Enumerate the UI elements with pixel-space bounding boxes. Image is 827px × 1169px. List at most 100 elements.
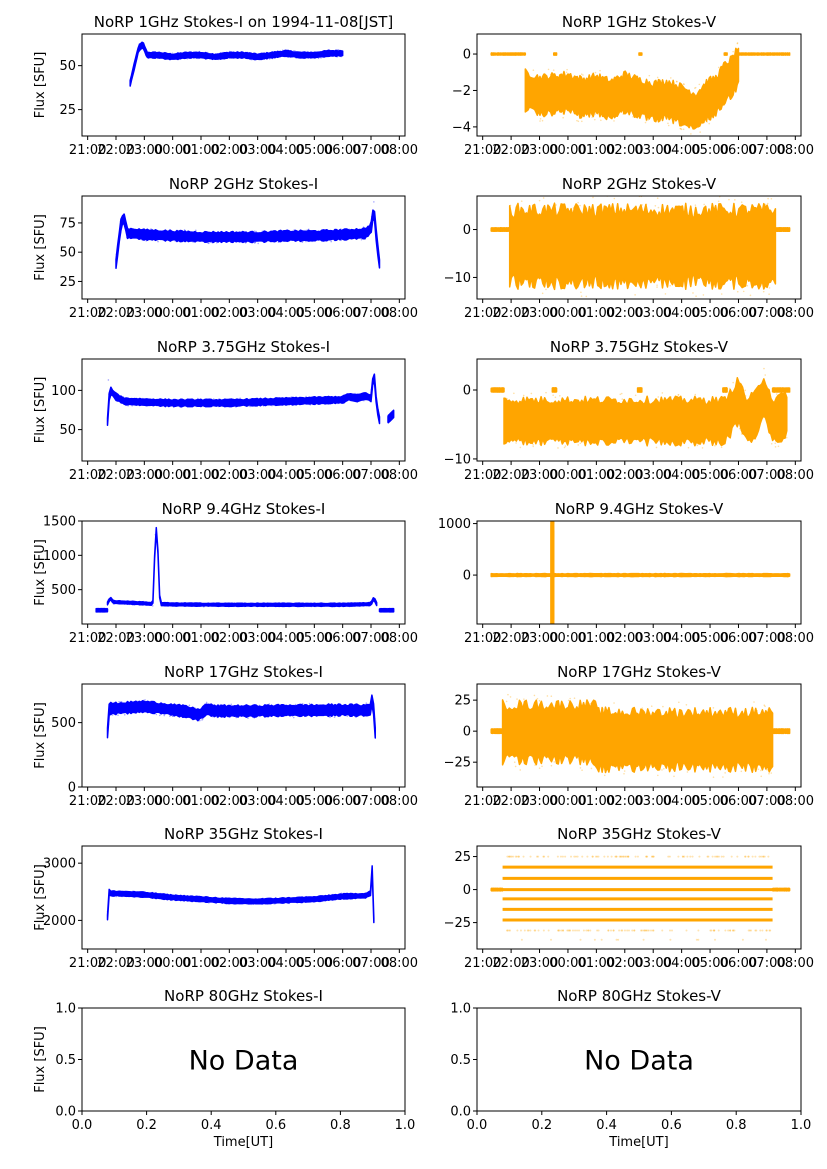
data-point-level <box>618 855 621 858</box>
x-tick-label: 08:00 <box>381 143 418 158</box>
data-point-outlier <box>562 116 564 119</box>
data-point-level <box>631 929 634 932</box>
data-point-outlier <box>533 694 536 697</box>
data-point-outlier <box>777 445 780 448</box>
data-point-outlier <box>647 119 649 121</box>
subplot-17ghz-i: NoRP 17GHz Stokes-I Flux [SFU] 0 500 21:0022… <box>33 663 418 809</box>
data-point-outlier <box>542 197 545 199</box>
data-point-outlier <box>163 714 166 717</box>
subplot-3.75ghz-i: NoRP 3.75GHz Stokes-I Flux [SFU] 50 100 21:0… <box>33 338 418 483</box>
data-point-outlier <box>580 73 583 75</box>
data-point-outlier <box>123 213 125 215</box>
data-point-outlier <box>244 602 247 605</box>
data-point-outlier <box>677 394 680 396</box>
data-point-outlier <box>696 444 699 447</box>
data-point-outlier <box>539 118 542 120</box>
data-point-outlier <box>301 602 304 604</box>
data-point-level <box>627 929 630 932</box>
x-tick-label: 0.4 <box>201 1118 222 1133</box>
data-point-outlier <box>682 83 685 85</box>
data-point-outlier <box>589 702 592 705</box>
x-tick-label: 06:00 <box>324 306 361 321</box>
data-point-outlier <box>567 442 570 445</box>
x-tick-label: 04:00 <box>267 631 304 646</box>
data-point-outlier <box>243 602 246 604</box>
data-point-outlier <box>532 445 535 448</box>
data-point-outlier <box>258 704 261 707</box>
data-point-level <box>717 855 720 858</box>
data-point-outlier <box>712 776 715 779</box>
y-tick-label: 0 <box>463 48 471 63</box>
data-point-outlier <box>505 700 508 703</box>
data-point-outlier <box>332 893 334 896</box>
data-point-outlier <box>522 394 525 397</box>
data-point-outlier <box>740 770 743 773</box>
data-point-level <box>729 929 732 932</box>
x-tick-label: 03:00 <box>634 956 671 971</box>
y-tick-label: 100 <box>51 384 76 399</box>
x-tick-label: 06:00 <box>324 468 361 483</box>
data-point-outlier <box>218 398 220 400</box>
y-tick-label: 25 <box>454 694 471 709</box>
data-point-outlier <box>174 899 176 901</box>
data-point-outlier <box>150 700 153 702</box>
x-tick-label: 01:00 <box>182 956 219 971</box>
subplot-2ghz-v: NoRP 2GHz Stokes-V −10 0 21:0022:0023:0000:… <box>444 175 814 321</box>
x-tick-label: 22:00 <box>492 143 529 158</box>
data-point-level <box>713 929 716 932</box>
data-point-level <box>634 855 637 858</box>
data-point-outlier <box>523 698 525 700</box>
data-point-outlier <box>579 767 582 769</box>
x-tick-label: 23:00 <box>521 956 558 971</box>
data-point-outlier <box>133 397 136 400</box>
data-point-outlier <box>728 387 731 390</box>
data-point-outlier <box>120 701 123 703</box>
data-point-outlier <box>620 392 623 395</box>
data-point-level <box>724 929 727 932</box>
data-point-outlier <box>722 776 724 778</box>
data-point-outlier <box>168 228 171 231</box>
data-point-outlier <box>215 241 218 244</box>
data-point-level <box>621 929 624 932</box>
data-point-outlier <box>655 446 658 449</box>
data-point-outlier <box>551 511 553 513</box>
data-point-outlier <box>111 895 114 897</box>
data-point-outlier <box>230 51 233 53</box>
x-tick-label: 23:00 <box>521 468 558 483</box>
data-point-level <box>713 929 716 932</box>
data-point-outlier <box>133 604 136 606</box>
data-point-outlier <box>680 128 683 131</box>
x-tick-label: 01:00 <box>182 306 219 321</box>
axes-frame <box>81 358 406 462</box>
x-tick-label: 03:00 <box>634 306 671 321</box>
data-point-level <box>542 855 545 858</box>
data-point-outlier <box>667 122 669 125</box>
x-tick-label: 07:00 <box>748 956 785 971</box>
data-point-level <box>761 929 764 932</box>
data-point-outlier <box>552 509 554 511</box>
x-tick-label: 00:00 <box>154 794 191 809</box>
x-tick-label: 07:00 <box>748 631 785 646</box>
data-point-outlier <box>137 700 139 703</box>
x-tick-label: 02:00 <box>606 956 643 971</box>
data-point-outlier <box>308 396 311 399</box>
data-point-outlier <box>297 605 299 608</box>
data-point-outlier <box>351 605 354 607</box>
x-tick-label: 21:00 <box>69 143 106 158</box>
data-point-outlier <box>274 897 277 899</box>
data-point-outlier <box>155 713 158 716</box>
data-point-outlier <box>145 240 148 242</box>
data-segment <box>774 227 791 233</box>
data-point-outlier <box>667 124 670 127</box>
data-point-outlier <box>126 226 129 229</box>
data-point-outlier <box>551 522 553 525</box>
data-point-level <box>622 855 625 858</box>
data-point-outlier <box>519 769 522 771</box>
data-point-level <box>508 855 511 858</box>
data-point-outlier <box>160 405 163 407</box>
data-point-outlier <box>216 716 219 719</box>
data-point-outlier <box>205 701 208 704</box>
data-point-outlier <box>550 519 552 521</box>
x-tick-label: 23:00 <box>126 468 163 483</box>
data-point-outlier <box>593 118 596 121</box>
